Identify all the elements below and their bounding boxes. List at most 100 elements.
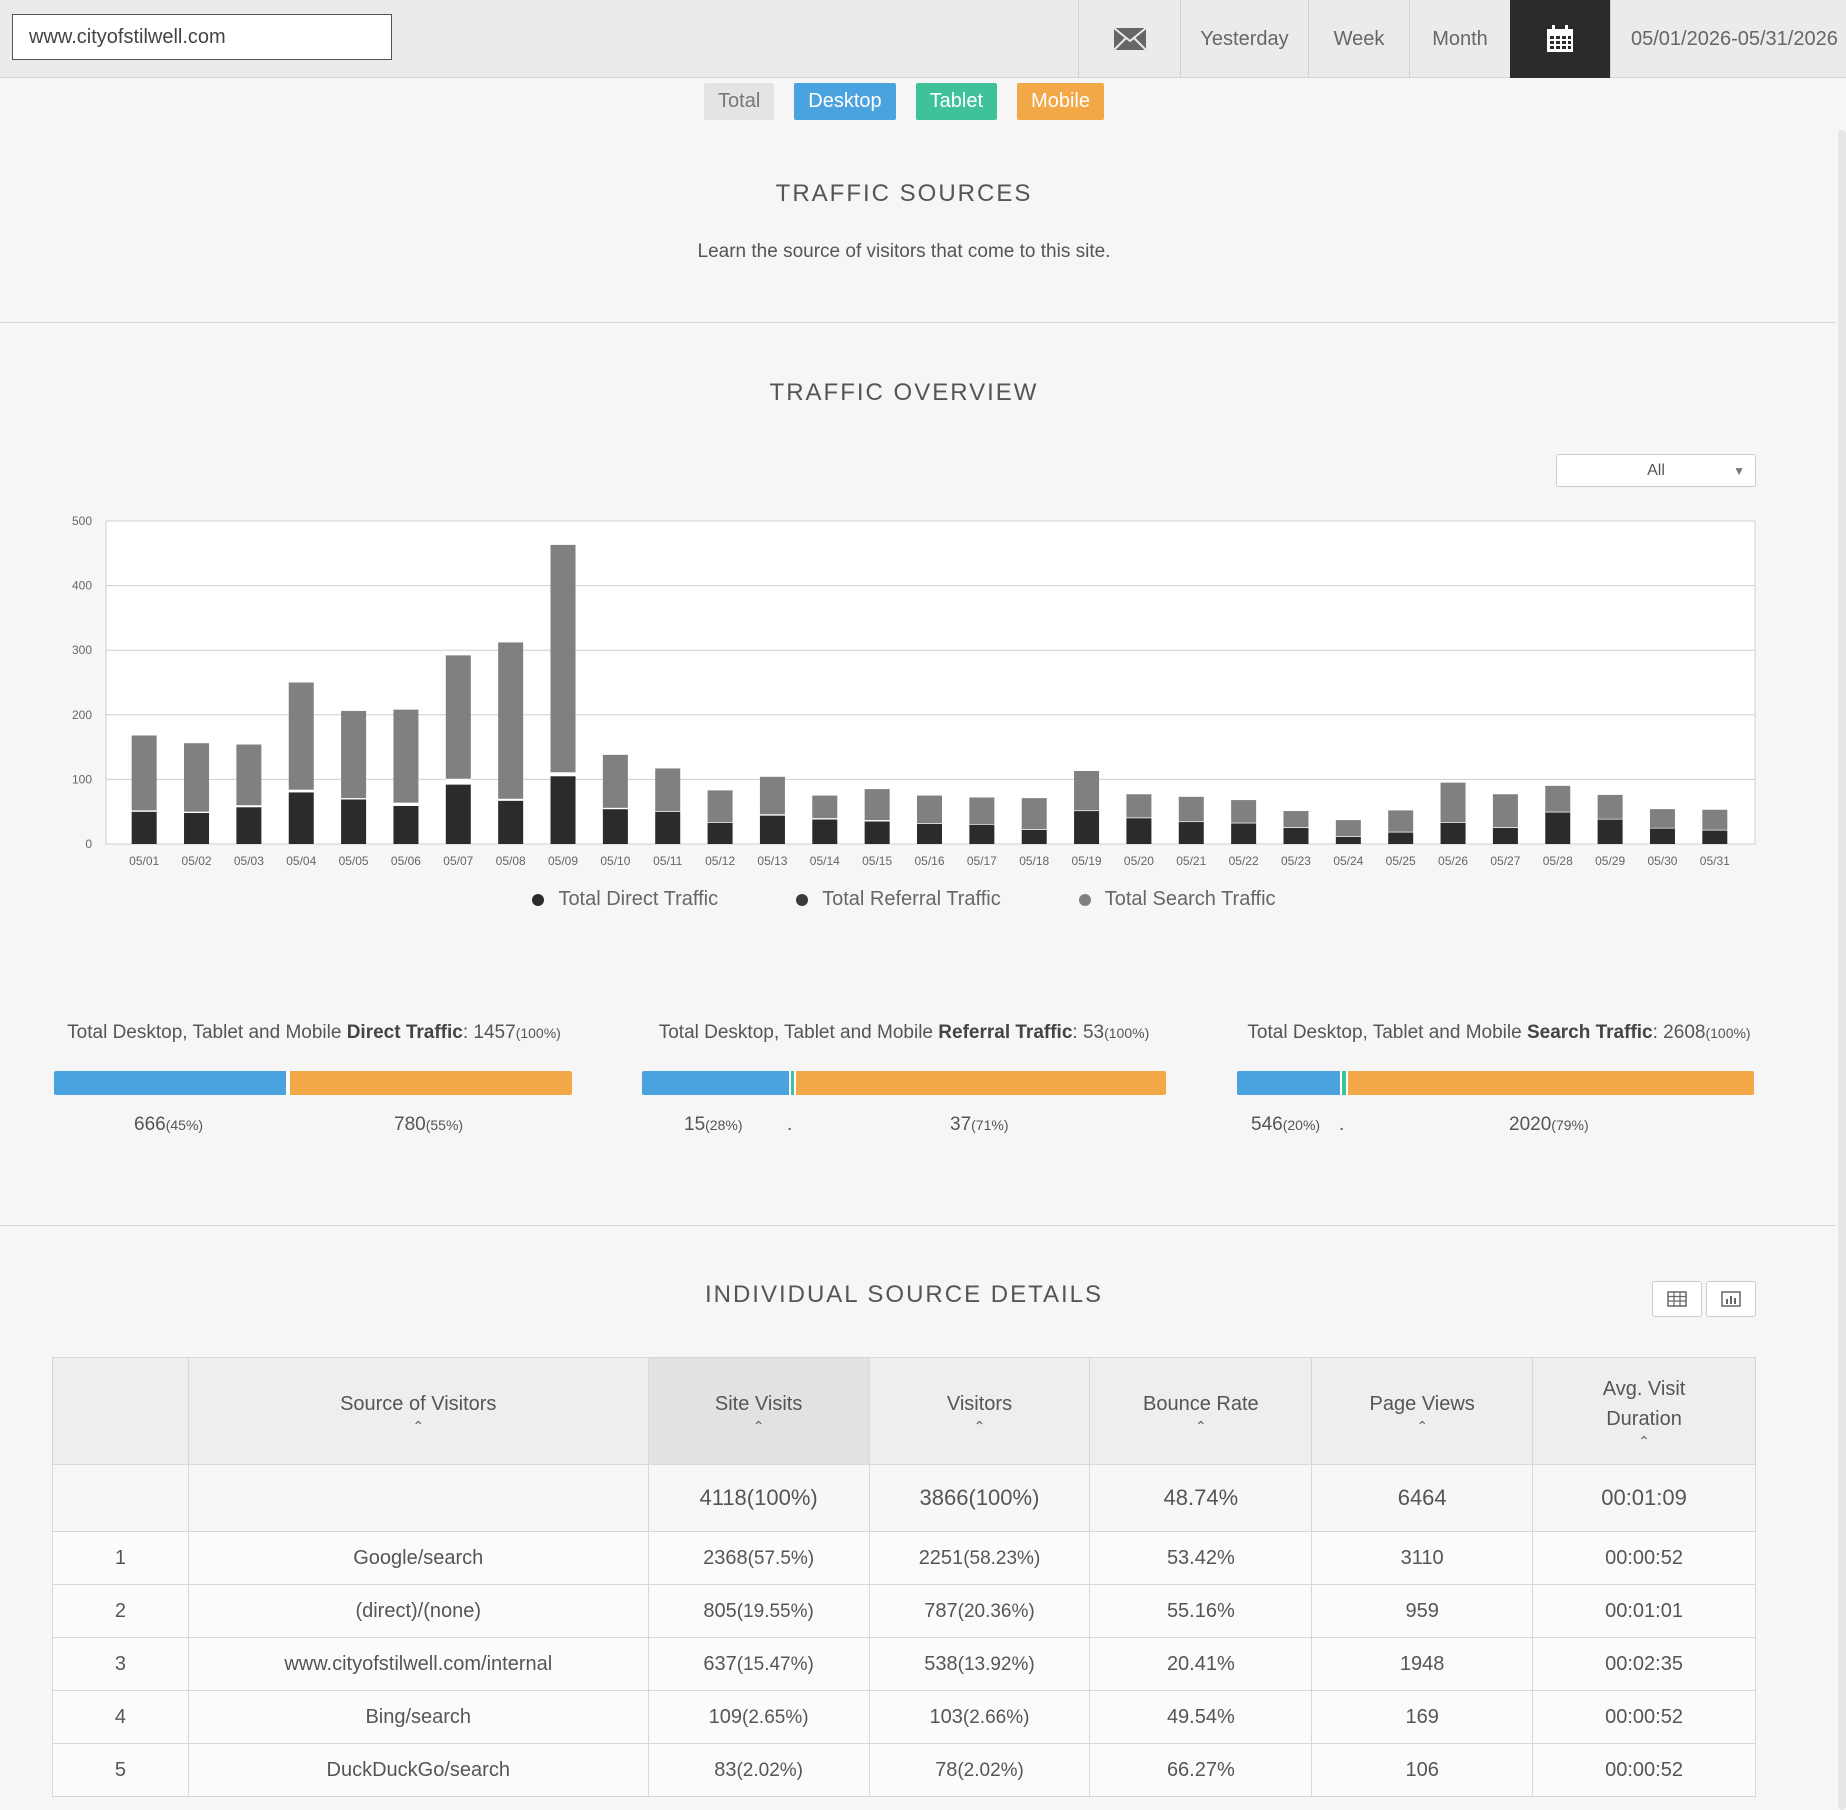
x-tick-label: 05/21 [1176, 854, 1206, 868]
source-details-title: INDIVIDUAL SOURCE DETAILS [704, 1281, 1104, 1308]
date-range[interactable]: 05/01/2026-05/31/2026 [1610, 0, 1846, 78]
bar-search [341, 710, 367, 799]
desktop-share-label: 15(28%) [684, 1114, 743, 1135]
visitors-cell: 103(2.66%) [868, 1690, 1091, 1744]
desktop-share-label: 546(20%) [1251, 1114, 1321, 1135]
column-header-rank [52, 1357, 189, 1465]
x-tick-label: 05/02 [182, 854, 212, 868]
summary-pct: (100%) [515, 1025, 561, 1041]
column-header-avg-duration[interactable]: Avg. Visit Duration ⌃ [1532, 1357, 1756, 1465]
bar-referral [864, 820, 890, 822]
legend-dot-icon [796, 893, 809, 906]
x-tick-label: 05/31 [1700, 854, 1730, 868]
table-row[interactable]: 3 www.cityofstilwell.com/internal 637(15.4… [52, 1637, 1756, 1691]
cell-percent: (20.36%) [957, 1600, 1035, 1622]
bar-referral [602, 807, 628, 810]
column-header-page-views[interactable]: Page Views ⌃ [1311, 1357, 1534, 1465]
week-button[interactable]: Week [1308, 0, 1409, 78]
bar-search [1492, 794, 1518, 828]
table-row[interactable]: 2 (direct)/(none) 805(19.55%) 787(20.36%) 55… [52, 1584, 1756, 1638]
traffic-type-select[interactable]: All ▼ [1556, 454, 1756, 487]
site-visits-cell: 637(15.47%) [647, 1637, 870, 1691]
column-header-site-visits[interactable]: Site Visits ⌃ [647, 1357, 870, 1465]
bar-direct [1021, 829, 1047, 844]
mobile-segment [1345, 1071, 1754, 1095]
calendar-button[interactable] [1510, 0, 1610, 78]
summary-type: Direct Traffic [346, 1022, 463, 1043]
x-tick-label: 05/26 [1438, 854, 1468, 868]
bar-referral [498, 798, 524, 801]
sort-caret-icon[interactable]: ⌃ [752, 1418, 765, 1434]
filter-mobile[interactable]: Mobile [1017, 83, 1104, 120]
bar-search [1335, 820, 1361, 837]
legend-label: Total Direct Traffic [558, 888, 719, 910]
column-header-bounce-rate[interactable]: Bounce Rate ⌃ [1089, 1357, 1313, 1465]
yesterday-button[interactable]: Yesterday [1180, 0, 1308, 78]
visitors-cell: 2251(58.23%) [868, 1531, 1091, 1585]
bar-referral [288, 789, 314, 793]
summary-type: Search Traffic [1526, 1022, 1653, 1043]
totals-row: 4118(100%) 3866(100%) 48.74% 6464 00:01:… [52, 1464, 1756, 1532]
legend-dot-icon [1078, 893, 1091, 906]
totals-visitors: 3866(100%) [868, 1464, 1091, 1532]
chart-view-button[interactable] [1706, 1281, 1756, 1317]
chevron-down-icon: ▼ [1733, 464, 1745, 478]
table-row[interactable]: 4 Bing/search 109(2.65%) 103(2.66%) 49.54% 16… [52, 1690, 1756, 1744]
chart-view-icon [1721, 1291, 1741, 1307]
table-view-button[interactable] [1652, 1281, 1702, 1317]
mobile-share-label: 37(71%) [950, 1114, 1009, 1135]
totals-site-visits: 4118(100%) [647, 1464, 870, 1532]
y-tick-label: 300 [72, 643, 92, 657]
cell-percent: (58.23%) [963, 1547, 1041, 1569]
legend-item-search[interactable]: Total Search Traffic [1078, 888, 1276, 911]
sort-caret-icon[interactable]: ⌃ [973, 1418, 986, 1434]
column-header-visitors[interactable]: Visitors ⌃ [868, 1357, 1091, 1465]
page-views-cell: 959 [1311, 1584, 1534, 1638]
bar-search [1126, 794, 1152, 818]
bar-referral [1074, 810, 1100, 812]
summary-pct: (100%) [1104, 1025, 1150, 1041]
site-url-input[interactable] [12, 14, 392, 60]
search-traffic-summary: Total Desktop, Tablet and Mobile Search … [1234, 1022, 1764, 1044]
cell-percent: (2.66%) [962, 1706, 1030, 1728]
scrollbar[interactable] [1838, 130, 1846, 1810]
search-traffic-bar [1237, 1071, 1754, 1095]
cell-value: 109 [708, 1705, 743, 1728]
bar-referral [1702, 829, 1728, 831]
bar-direct [655, 811, 681, 844]
legend-item-direct[interactable]: Total Direct Traffic [532, 888, 718, 911]
email-report-button[interactable] [1078, 0, 1180, 78]
x-tick-label: 05/22 [1229, 854, 1259, 868]
bar-referral [1597, 818, 1623, 820]
x-tick-label: 05/28 [1543, 854, 1573, 868]
page-views-cell: 106 [1311, 1743, 1534, 1797]
sort-caret-icon[interactable]: ⌃ [1638, 1433, 1650, 1449]
bar-search [759, 776, 785, 815]
bounce-rate-cell: 55.16% [1089, 1584, 1313, 1638]
bar-direct [445, 784, 471, 844]
summary-prefix: Total Desktop, Tablet and Mobile [67, 1022, 347, 1043]
cell-value: 2251 [918, 1546, 964, 1569]
sort-caret-icon[interactable]: ⌃ [412, 1418, 425, 1434]
y-tick-label: 500 [72, 514, 92, 528]
page-views-cell: 169 [1311, 1690, 1534, 1744]
month-button[interactable]: Month [1409, 0, 1510, 78]
x-tick-label: 05/07 [443, 854, 473, 868]
table-row[interactable]: 1 Google/search 2368(57.5%) 2251(58.23%) 53.… [52, 1531, 1756, 1585]
bar-direct [1388, 832, 1414, 844]
bar-search [184, 743, 210, 812]
bounce-rate-cell: 66.27% [1089, 1743, 1313, 1797]
bar-direct [1492, 827, 1518, 844]
bar-direct [969, 824, 995, 844]
bar-direct [1178, 822, 1204, 844]
filter-tablet[interactable]: Tablet [915, 83, 998, 120]
legend-item-referral[interactable]: Total Referral Traffic [796, 888, 1001, 911]
bar-search [1440, 782, 1466, 823]
table-row[interactable]: 5 DuckDuckGo/search 83(2.02%) 78(2.02%) 66.2… [52, 1743, 1756, 1797]
filter-desktop[interactable]: Desktop [794, 83, 896, 120]
sort-caret-icon[interactable]: ⌃ [1416, 1418, 1429, 1434]
column-header-source[interactable]: Source of Visitors ⌃ [187, 1357, 649, 1465]
filter-total[interactable]: Total [704, 83, 775, 120]
sort-caret-icon[interactable]: ⌃ [1194, 1418, 1207, 1434]
x-tick-label: 05/17 [967, 854, 997, 868]
